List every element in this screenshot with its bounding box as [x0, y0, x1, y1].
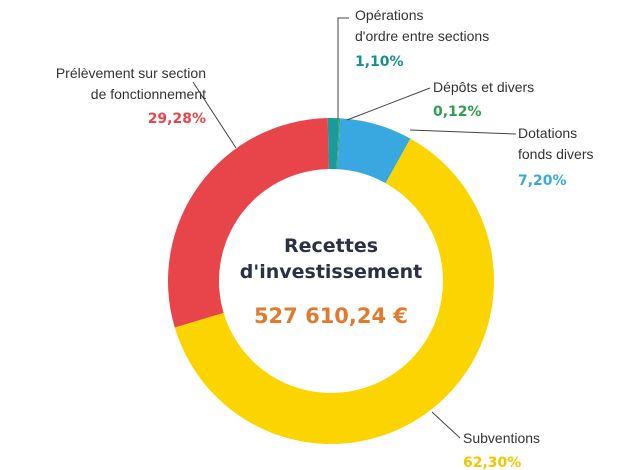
leader-line [337, 17, 349, 119]
slice-label: Dépôts et divers [433, 79, 534, 95]
donut-slice [167, 118, 329, 328]
leader-line [192, 81, 237, 149]
value-label: 1,10% [355, 54, 404, 70]
leader-line [431, 411, 461, 439]
donut-slice [336, 118, 341, 170]
value-label: 29,28% [148, 111, 206, 127]
leader-line [346, 87, 431, 121]
chart-title: Recettes d'investissement [240, 235, 422, 283]
donut-slice [174, 138, 494, 444]
value-label: 7,20% [518, 173, 567, 189]
slice-label: Subventions [463, 430, 540, 446]
donut-slice [337, 118, 411, 184]
slice-label: Prélèvement sur section de fonctionnement [56, 65, 206, 102]
value-label: 62,30% [463, 455, 521, 470]
leader-line [409, 129, 517, 135]
slice-label: Dotations fonds divers [518, 125, 593, 162]
value-label: 0,12% [433, 104, 482, 120]
donut-slice [327, 117, 340, 170]
slice-label: Opérations d'ordre entre sections [355, 7, 489, 44]
center-total: 527 610,24 € [254, 304, 408, 328]
